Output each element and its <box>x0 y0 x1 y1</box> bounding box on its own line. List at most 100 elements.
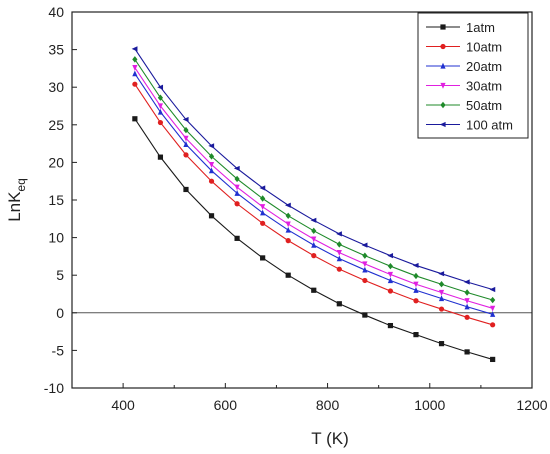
legend-label: 30atm <box>466 79 502 94</box>
data-point <box>311 241 317 248</box>
data-point <box>183 141 189 147</box>
data-point <box>387 277 394 284</box>
legend-marker <box>440 82 446 89</box>
data-point <box>132 65 138 71</box>
data-point <box>413 332 419 338</box>
y-axis-title-main: LnK <box>5 191 24 222</box>
x-tick-label: 600 <box>214 397 238 413</box>
x-tick-label: 1000 <box>414 397 445 413</box>
y-tick-label: 35 <box>48 42 64 58</box>
data-point <box>413 281 419 288</box>
data-point <box>183 186 189 193</box>
data-point <box>336 250 342 256</box>
legend-item: 1atm <box>426 20 495 35</box>
data-point <box>132 70 138 77</box>
x-axis-title: T (K) <box>311 429 348 448</box>
y-tick-label: 25 <box>48 117 64 133</box>
data-point <box>131 46 138 52</box>
data-point <box>157 84 164 90</box>
data-point <box>234 235 240 241</box>
data-point <box>387 262 394 270</box>
data-point <box>490 305 496 312</box>
data-point <box>438 289 445 296</box>
data-point <box>311 236 317 243</box>
data-point <box>336 231 342 237</box>
data-point <box>132 116 138 122</box>
data-point <box>464 289 470 296</box>
data-point <box>260 255 266 261</box>
x-tick-label: 400 <box>111 397 135 413</box>
series-layer <box>131 46 496 363</box>
legend-label: 20atm <box>466 59 502 74</box>
data-point <box>234 184 240 191</box>
data-point <box>362 266 368 273</box>
x-tick-label: 800 <box>316 397 340 413</box>
data-point <box>311 287 317 293</box>
data-point <box>438 306 445 312</box>
data-point <box>208 213 215 219</box>
data-point <box>182 116 189 123</box>
data-point <box>387 253 394 259</box>
y-tick-label: 40 <box>48 4 64 20</box>
data-point <box>438 295 445 302</box>
data-point <box>285 272 291 278</box>
data-point <box>464 314 470 320</box>
data-point <box>183 135 189 142</box>
legend: 1atm 10atm 20atm 30atm 50atm 100 atm <box>417 12 529 139</box>
y-tick-label: 0 <box>56 305 64 321</box>
data-point <box>234 201 240 207</box>
data-point <box>208 162 215 168</box>
data-point <box>464 303 470 310</box>
data-point <box>438 341 445 347</box>
y-axis-title: LnKeq <box>5 178 28 222</box>
legend-item: 50atm <box>426 98 502 113</box>
data-point <box>157 154 164 160</box>
data-point <box>489 286 496 293</box>
data-point <box>362 261 368 268</box>
legend-item: 10atm <box>426 40 502 55</box>
data-point <box>362 252 368 259</box>
data-point <box>183 152 189 158</box>
data-point <box>285 212 291 219</box>
data-point <box>260 209 266 216</box>
y-axis-title-subscript: eq <box>14 178 28 191</box>
y-tick-label: 30 <box>48 79 64 95</box>
data-point <box>285 202 291 208</box>
data-point <box>387 271 394 278</box>
data-point <box>260 220 266 226</box>
data-point <box>413 298 419 304</box>
series-20atm <box>132 70 496 317</box>
data-point <box>157 119 164 126</box>
data-point <box>311 253 317 259</box>
y-tick-label: 10 <box>48 230 64 246</box>
legend-marker <box>440 101 446 109</box>
y-tick-label: -5 <box>52 342 65 358</box>
data-point <box>387 288 394 294</box>
data-point <box>208 178 215 184</box>
data-point <box>438 281 445 288</box>
data-point <box>285 221 291 228</box>
legend-marker <box>439 121 446 128</box>
data-point <box>490 296 496 304</box>
legend-item: 20atm <box>426 59 502 74</box>
data-point <box>362 277 368 284</box>
y-tick-label: 15 <box>48 192 64 208</box>
data-point <box>132 56 138 63</box>
data-point <box>208 153 215 160</box>
data-point <box>336 255 342 262</box>
data-point <box>336 266 342 272</box>
data-point <box>387 322 394 329</box>
data-point <box>464 349 470 355</box>
y-tick-label: 20 <box>48 154 64 170</box>
x-tick-label: 1200 <box>516 397 547 413</box>
series-1atm <box>132 116 496 363</box>
series-10atm <box>132 81 496 328</box>
data-point <box>413 272 419 280</box>
data-point <box>285 238 291 244</box>
legend-label: 1atm <box>466 20 495 35</box>
data-point <box>233 165 240 172</box>
data-point <box>132 81 138 87</box>
legend-marker <box>440 43 446 50</box>
legend-label: 10atm <box>466 40 502 55</box>
legend-marker <box>440 62 446 69</box>
